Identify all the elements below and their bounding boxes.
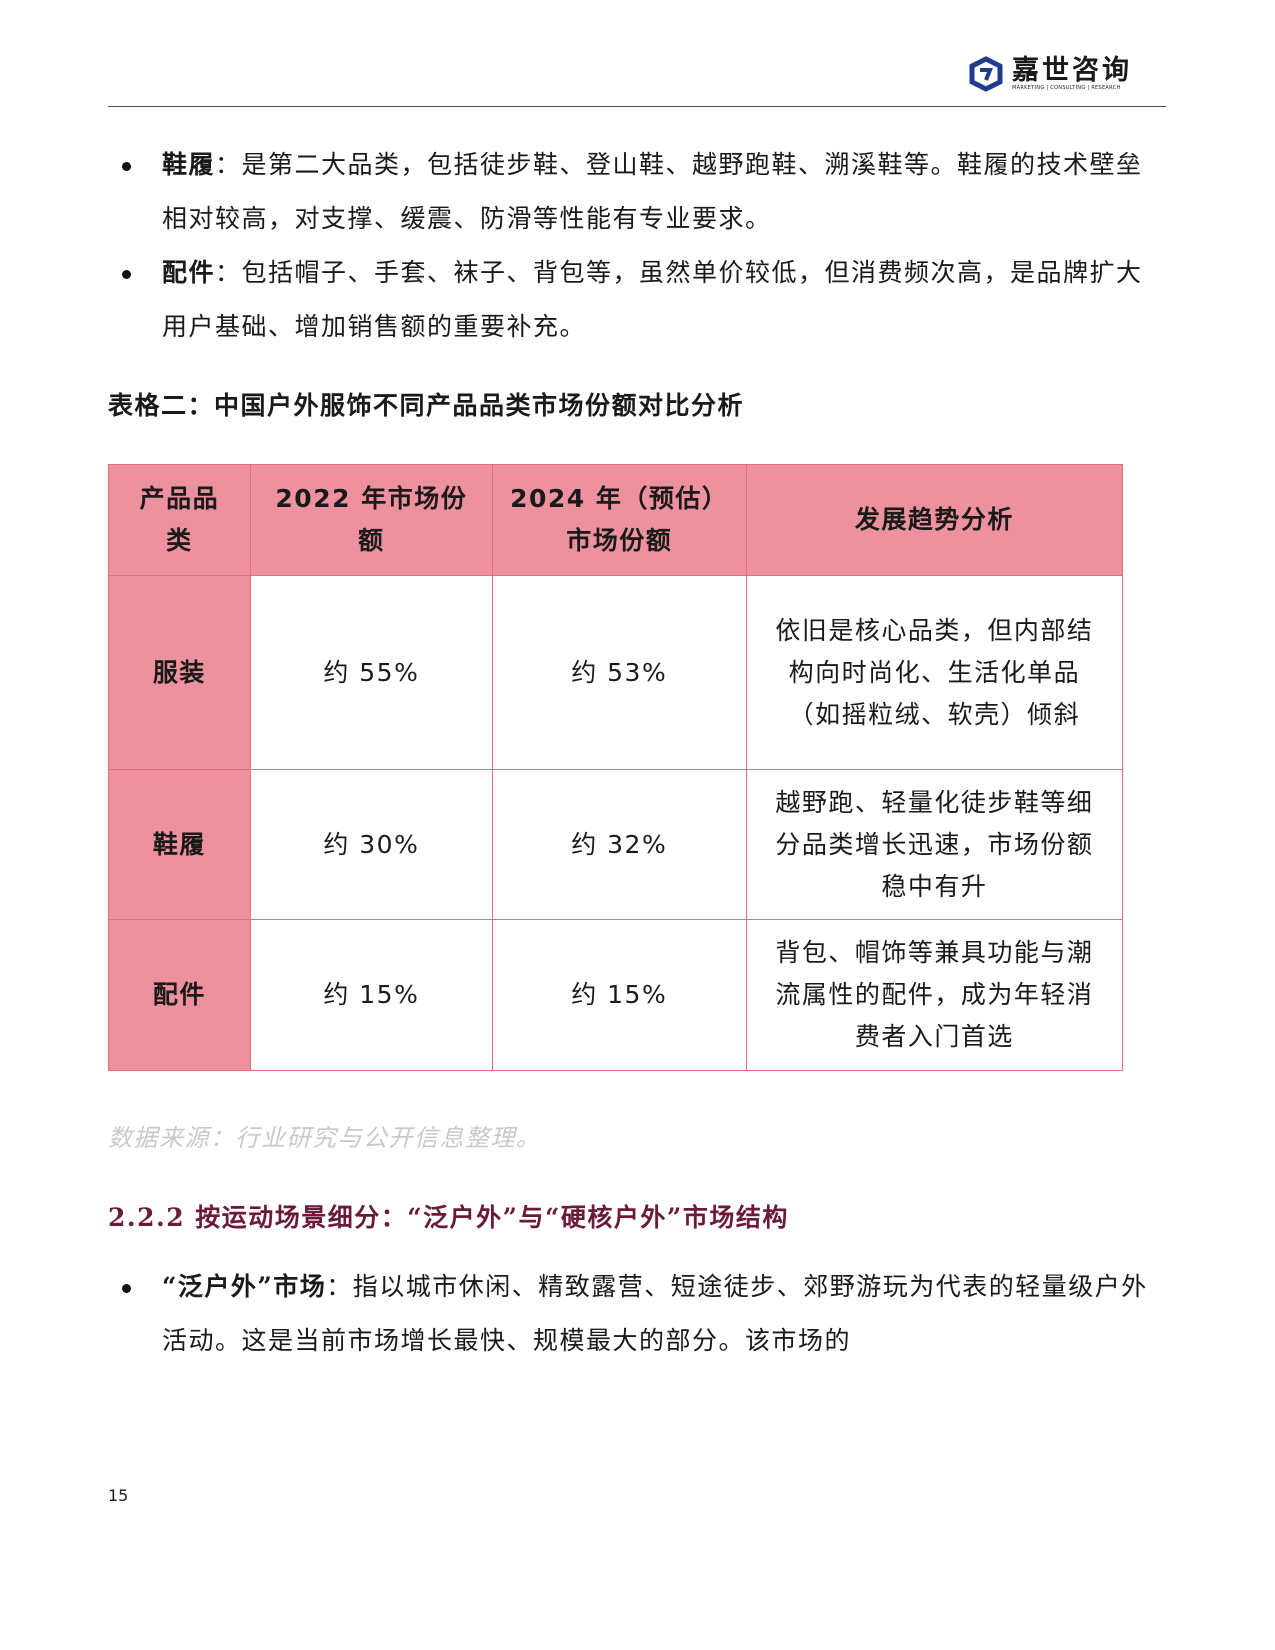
bullet-text: ：包括帽子、手套、袜子、背包等，虽然单价较低，但消费频次高，是品牌扩大用户基础、… [162, 258, 1143, 341]
cell-trend: 背包、帽饰等兼具功能与潮流属性的配件，成为年轻消费者入门首选 [745, 919, 1124, 1071]
brand-logo-icon [969, 56, 1003, 92]
list-item: 配件：包括帽子、手套、袜子、背包等，虽然单价较低，但消费频次高，是品牌扩大用户基… [108, 246, 1168, 354]
bullet-term: 鞋履 [162, 150, 216, 179]
cell-2022: 约 15% [249, 919, 493, 1071]
cell-category: 配件 [108, 919, 251, 1071]
bullet-text: ：是第二大品类，包括徒步鞋、登山鞋、越野跑鞋、溯溪鞋等。鞋履的技术壁垒相对较高，… [162, 150, 1143, 233]
bullet-list: “泛户外”市场：指以城市休闲、精致露营、短途徒步、郊野游玩为代表的轻量级户外活动… [108, 1260, 1168, 1368]
header-2022: 2022 年市场份额 [249, 464, 493, 576]
table-row: 配件 约 15% 约 15% 背包、帽饰等兼具功能与潮流属性的配件，成为年轻消费… [108, 919, 1124, 1071]
cell-2022: 约 30% [249, 769, 493, 920]
bullet-list: 鞋履：是第二大品类，包括徒步鞋、登山鞋、越野跑鞋、溯溪鞋等。鞋履的技术壁垒相对较… [108, 138, 1168, 354]
table-source-note: 数据来源：行业研究与公开信息整理。 [108, 1124, 542, 1152]
page-number: 15 [108, 1486, 129, 1505]
cell-2022: 约 55% [249, 575, 493, 770]
cell-trend: 越野跑、轻量化徒步鞋等细分品类增长迅速，市场份额稳中有升 [745, 769, 1124, 920]
table-header-row: 产品品类 2022 年市场份额 2024 年（预估）市场份额 发展趋势分析 [108, 464, 1124, 576]
brand-tagline: MARKETING | CONSULTING | RESEARCH [1012, 85, 1121, 91]
cell-category: 鞋履 [108, 769, 251, 920]
cell-2024: 约 32% [491, 769, 747, 920]
cell-2024: 约 15% [491, 919, 747, 1071]
table-row: 鞋履 约 30% 约 32% 越野跑、轻量化徒步鞋等细分品类增长迅速，市场份额稳… [108, 769, 1124, 920]
header-2024: 2024 年（预估）市场份额 [491, 464, 747, 576]
header-category: 产品品类 [108, 464, 251, 576]
table-caption: 表格二：中国户外服饰不同产品品类市场份额对比分析 [108, 391, 745, 420]
header-trend: 发展趋势分析 [745, 464, 1124, 576]
header-divider [108, 106, 1166, 107]
list-item: “泛户外”市场：指以城市休闲、精致露营、短途徒步、郊野游玩为代表的轻量级户外活动… [108, 1260, 1168, 1368]
cell-trend: 依旧是核心品类，但内部结构向时尚化、生活化单品（如摇粒绒、软壳）倾斜 [745, 575, 1124, 770]
bullet-text: ：指以城市休闲、精致露营、短途徒步、郊野游玩为代表的轻量级户外活动。这是当前市场… [162, 1272, 1148, 1355]
brand-logo: 嘉世咨询 MARKETING | CONSULTING | RESEARCH [968, 56, 1132, 92]
cell-2024: 约 53% [491, 575, 747, 770]
table-row: 服装 约 55% 约 53% 依旧是核心品类，但内部结构向时尚化、生活化单品（如… [108, 575, 1124, 770]
bullet-term: “泛户外”市场 [162, 1272, 327, 1301]
cell-category: 服装 [108, 575, 251, 770]
list-item: 鞋履：是第二大品类，包括徒步鞋、登山鞋、越野跑鞋、溯溪鞋等。鞋履的技术壁垒相对较… [108, 138, 1168, 246]
brand-name: 嘉世咨询 [1012, 55, 1132, 86]
market-share-table: 产品品类 2022 年市场份额 2024 年（预估）市场份额 发展趋势分析 服装… [108, 464, 1124, 1071]
section-heading: 2.2.2 按运动场景细分：“泛户外”与“硬核户外”市场结构 [108, 1203, 789, 1232]
bullet-term: 配件 [162, 258, 216, 287]
